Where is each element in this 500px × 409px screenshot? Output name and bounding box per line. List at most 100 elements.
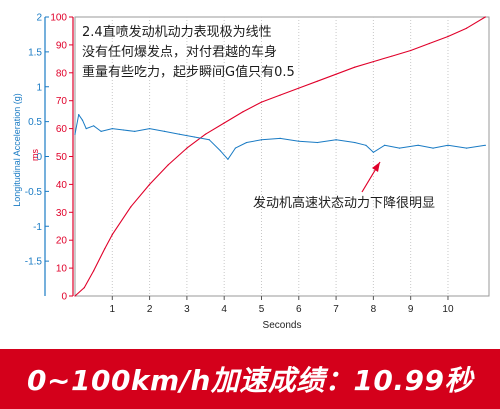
speed-point: [466, 27, 468, 29]
acceleration-point: [466, 147, 468, 149]
acceleration-point: [335, 139, 337, 141]
outer-tick-label: 1.5: [28, 47, 42, 58]
inner-tick-label: 0: [61, 292, 67, 303]
outer-axis-title: Longitudinal Acceleration (g): [12, 93, 22, 207]
outer-tick-label: -0.5: [25, 187, 43, 198]
outer-tick-label: 2: [36, 13, 42, 24]
acceleration-point: [316, 141, 319, 144]
speed-point: [298, 87, 300, 89]
acceleration-point: [122, 129, 125, 131]
speed-point: [410, 49, 412, 52]
x-tick-label: 5: [259, 304, 265, 315]
acceleration-point: [85, 128, 87, 130]
acceleration-point: [260, 139, 263, 141]
x-axis-ticks: 1 2 3 4 5 6 7 8 9 10: [110, 296, 454, 315]
acceleration-point: [365, 144, 367, 146]
acceleration-point: [78, 114, 80, 116]
acceleration-point: [81, 119, 84, 121]
x-tick-label: 7: [333, 304, 339, 315]
acceleration-point: [163, 130, 166, 132]
inner-tick-label: 80: [56, 68, 68, 79]
acceleration-point: [208, 139, 210, 141]
annotation-mid-note: 发动机高速状态动力下降很明显: [253, 195, 435, 211]
inner-tick-label: 30: [56, 208, 68, 219]
annotation-arrow-head: [372, 162, 380, 172]
speed-point: [447, 35, 449, 38]
speed-point: [428, 42, 430, 45]
acceleration-point: [298, 140, 300, 142]
outer-axis-unit-fragment: ms: [30, 149, 40, 161]
acceleration-point: [93, 125, 95, 127]
speed-point: [186, 147, 188, 149]
outer-tick-label: -1.5: [25, 257, 43, 268]
x-tick-label: 4: [221, 304, 227, 315]
acceleration-point: [178, 133, 181, 135]
annotation-top-line-2: 没有任何爆发点，对付君越的车身: [82, 44, 277, 60]
result-banner: 0~100km/h加速成绩：10.99秒: [0, 349, 500, 409]
acceleration-point: [432, 147, 434, 149]
speed-point: [104, 247, 106, 250]
speed-point: [93, 270, 95, 272]
x-tick-label: 6: [296, 304, 302, 315]
acceleration-point: [279, 137, 281, 139]
acceleration-point: [417, 144, 419, 146]
acceleration-point: [111, 128, 113, 130]
outer-axis-ticks: 2 1.5 1 0.5 0 -0.5 -1 -1.5: [25, 13, 49, 268]
acceleration-point: [372, 151, 374, 153]
outer-tick-label: 0: [36, 152, 42, 163]
plot-area: [74, 16, 490, 297]
inner-tick-label: 70: [56, 96, 68, 107]
speed-point: [242, 111, 244, 113]
acceleration-point: [398, 147, 401, 149]
x-tick-label: 8: [371, 304, 377, 315]
x-tick-label: 10: [442, 304, 454, 315]
speed-point: [223, 122, 225, 124]
banner-text: 0~100km/h加速成绩：10.99秒: [27, 364, 473, 397]
acceleration-point: [193, 136, 195, 138]
speed-point: [354, 66, 356, 68]
acceleration-point: [354, 141, 356, 144]
x-tick-label: 2: [147, 304, 153, 315]
acceleration-point: [383, 144, 386, 146]
speed-point: [260, 101, 263, 103]
outer-tick-label: 1: [36, 82, 42, 93]
x-tick-label: 9: [408, 304, 414, 315]
acceleration-point: [447, 144, 449, 146]
speed-point: [335, 73, 337, 75]
speed-point: [167, 164, 169, 166]
acceleration-point: [234, 147, 236, 149]
inner-tick-label: 60: [56, 124, 68, 135]
x-axis-title: Seconds: [263, 320, 302, 331]
acceleration-point: [245, 141, 248, 144]
speed-point: [316, 80, 319, 82]
acceleration-point: [100, 130, 102, 132]
annotation-top-line-3: 重量有些吃力，起步瞬间G值只有0.5: [82, 64, 295, 80]
acceleration-point: [227, 158, 229, 160]
x-tick-label: 1: [110, 304, 116, 315]
inner-tick-label: 100: [50, 13, 67, 24]
acceleration-point: [148, 128, 151, 130]
speed-point: [484, 16, 486, 18]
inner-tick-label: 40: [56, 180, 68, 191]
speed-point: [83, 287, 85, 289]
acceleration-point: [134, 130, 136, 132]
speed-point: [148, 183, 151, 185]
speed-point: [111, 234, 113, 236]
speed-point: [391, 55, 393, 57]
speed-point: [279, 94, 281, 96]
speed-point: [204, 133, 207, 135]
speed-point: [130, 206, 132, 208]
series-layer: [74, 16, 486, 297]
inner-tick-label: 10: [56, 264, 68, 275]
acceleration-point: [219, 150, 222, 152]
inner-tick-label: 50: [56, 152, 68, 163]
annotation-top-line-1: 2.4直喷发动机动力表现极为线性: [82, 24, 272, 40]
acceleration-point: [74, 133, 76, 135]
outer-tick-label: 0.5: [28, 117, 42, 128]
outer-tick-label: -1: [33, 222, 42, 233]
inner-tick-label: 20: [56, 236, 68, 247]
inner-tick-label: 90: [56, 40, 68, 51]
speed-point: [74, 295, 76, 297]
